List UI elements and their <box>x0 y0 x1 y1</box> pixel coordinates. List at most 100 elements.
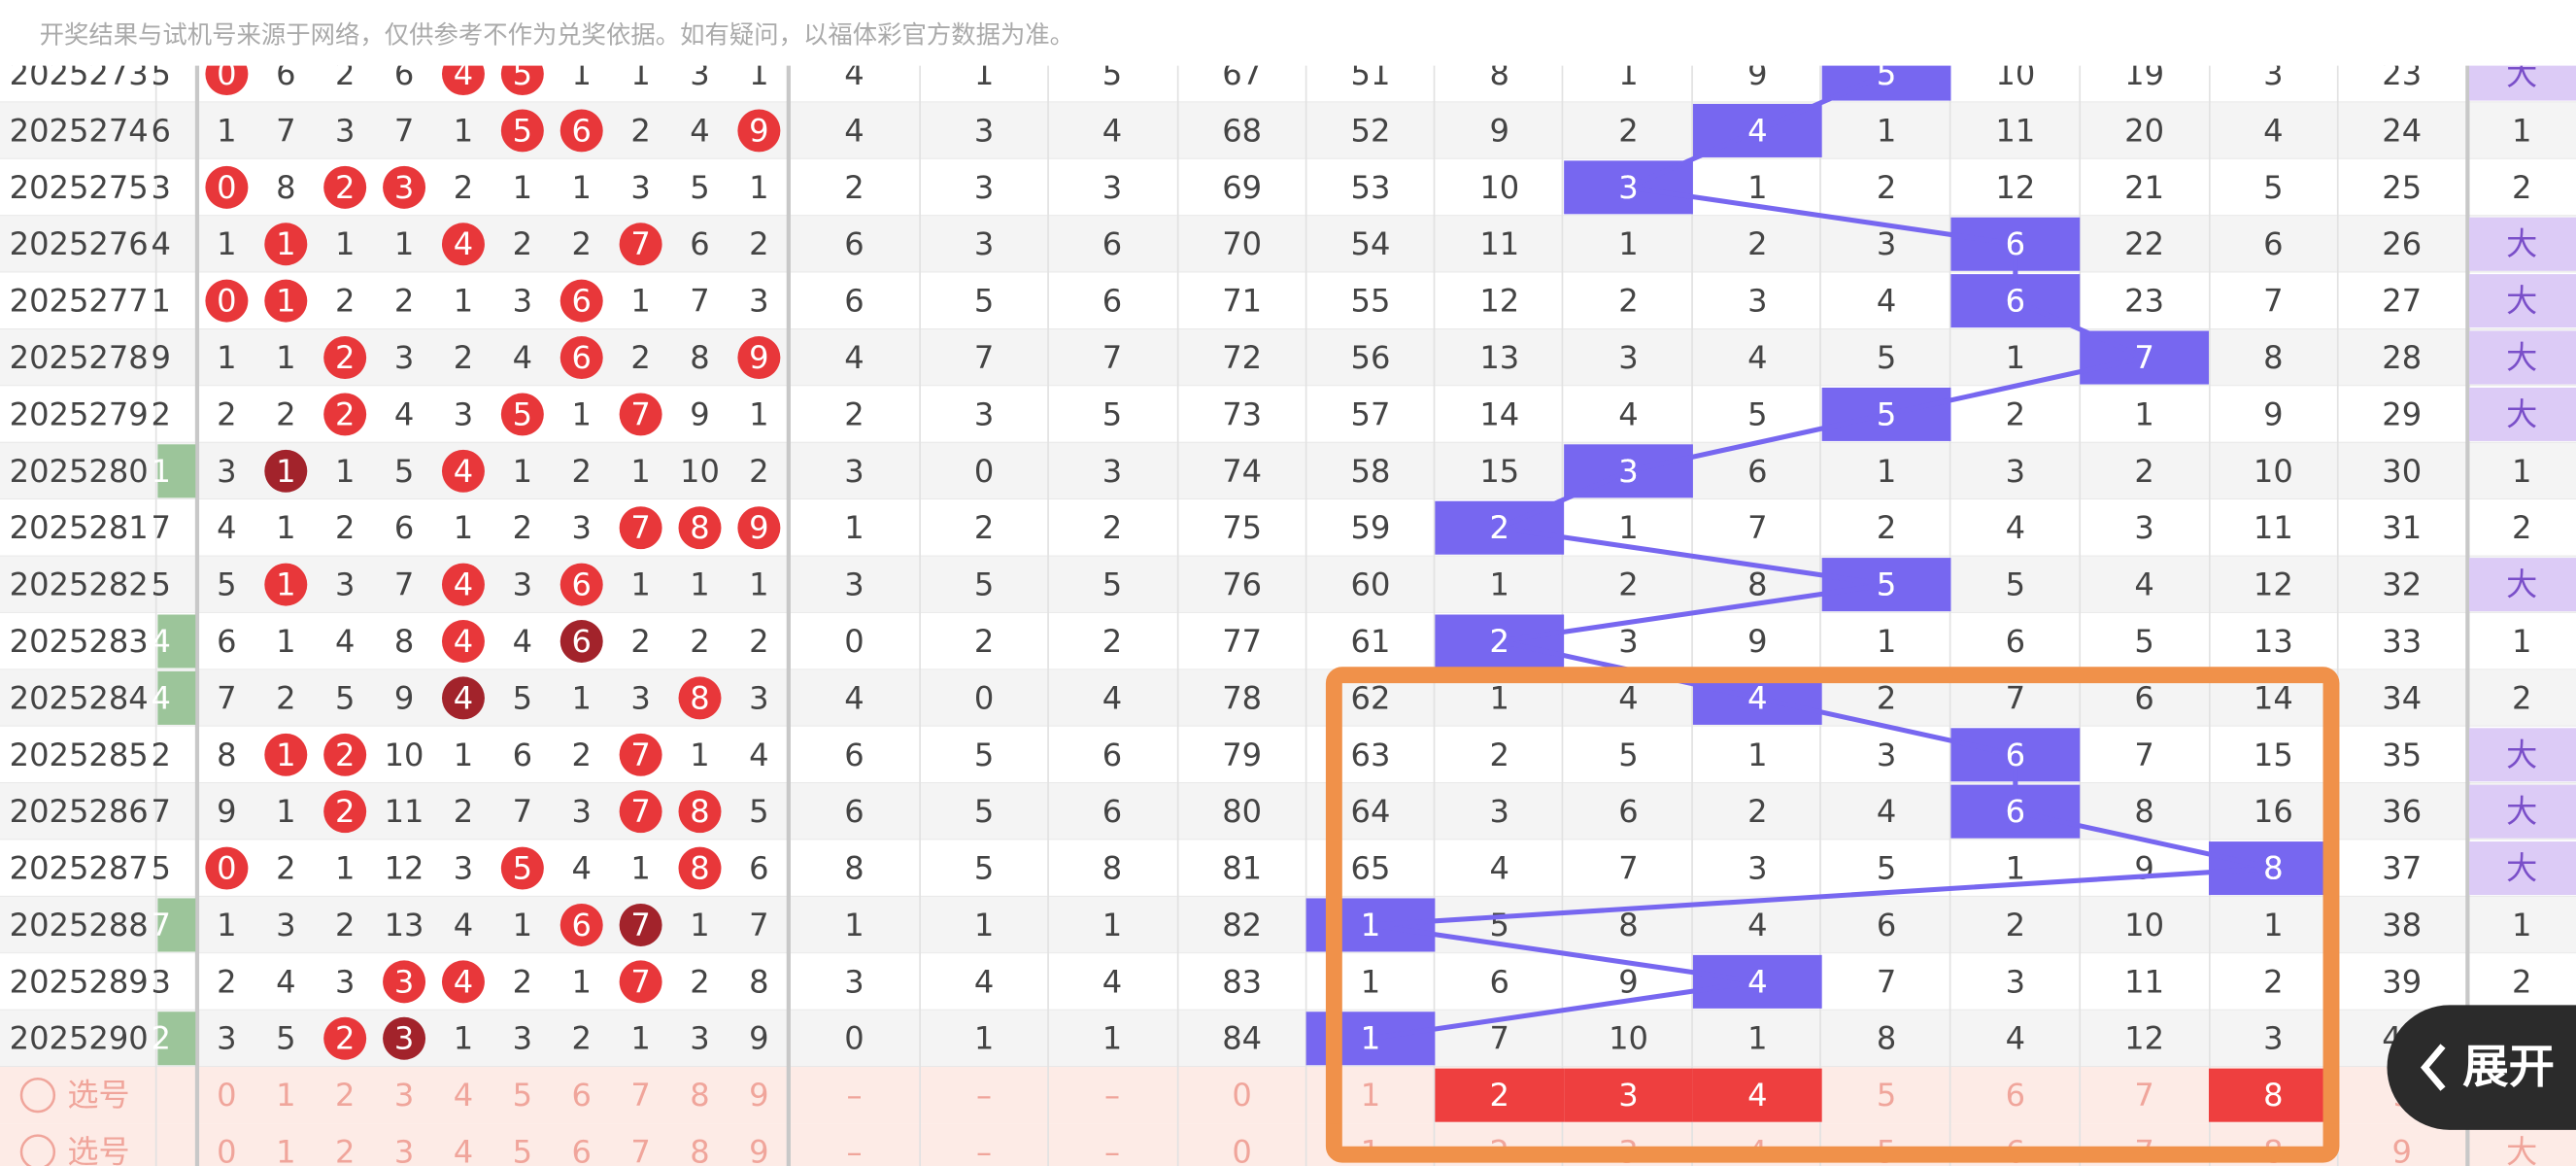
zone-cell: 65 <box>1351 850 1391 887</box>
zone-cell: 5 <box>2263 169 2283 206</box>
period: 2025284 <box>10 679 149 716</box>
digit-cell: 4 <box>454 225 473 262</box>
digit-cell: 2 <box>513 225 532 262</box>
sum-cell: 2 <box>844 169 864 206</box>
ball <box>383 1016 426 1060</box>
digit-cell: 3 <box>394 1020 414 1057</box>
select-hit <box>1435 1068 1565 1122</box>
ball <box>678 846 722 890</box>
zone-cell: 22 <box>2124 225 2164 262</box>
zone-cell: 1 <box>2134 395 2153 432</box>
ball <box>500 393 544 436</box>
digit-cell: 1 <box>217 112 236 149</box>
sum-cell: 6 <box>844 793 864 830</box>
digit-cell: 9 <box>749 509 768 546</box>
sum-cell: 5 <box>974 283 994 320</box>
digit-cell: 1 <box>513 907 532 943</box>
digit-cell: 13 <box>385 907 424 943</box>
edge-cell: 4 <box>152 225 171 262</box>
sum-cell: 2 <box>1102 509 1122 546</box>
digit-cell: 0 <box>217 850 236 887</box>
ball <box>441 620 485 663</box>
digit-cell: 8 <box>690 339 709 376</box>
sum-cell: 2 <box>1102 623 1122 660</box>
digit-cell: 6 <box>217 623 236 660</box>
digit-cell: 1 <box>335 225 355 262</box>
period: 2025289 <box>10 963 149 1000</box>
hit-label: 4 <box>1747 112 1767 149</box>
select-count: 0 <box>1232 1134 1251 1166</box>
sum-cell: 5 <box>1102 395 1122 432</box>
tail-cell: 36 <box>2382 793 2422 830</box>
period: 2025288 <box>10 907 149 943</box>
edge-cell: 6 <box>152 112 171 149</box>
digit-cell: 4 <box>513 339 532 376</box>
digit-cell: 8 <box>276 169 295 206</box>
sum-cell: 1 <box>1102 907 1122 943</box>
sum-cell: 7 <box>1102 339 1122 376</box>
sum-cell: 6 <box>1102 737 1122 773</box>
ball <box>619 904 662 946</box>
ball <box>383 960 426 1004</box>
zone-cell: 56 <box>1351 339 1391 376</box>
button-bg[interactable] <box>2387 1005 2576 1130</box>
zone-cell: 3 <box>2134 509 2153 546</box>
select-dash: – <box>976 1134 992 1166</box>
select-count: 0 <box>1232 1077 1251 1114</box>
size-bg <box>2469 217 2576 271</box>
zone-cell: 2 <box>1618 112 1638 149</box>
select-digit: 9 <box>749 1134 768 1166</box>
size-cell: 大 <box>2506 225 2537 262</box>
zone-cell: 1 <box>1877 112 1896 149</box>
ball <box>619 223 662 266</box>
digit-cell: 7 <box>690 283 709 320</box>
edge-cell: 1 <box>152 453 171 490</box>
zone-cell: 7 <box>1747 509 1767 546</box>
zone-cell: 3 <box>2006 963 2025 1000</box>
digit-cell: 2 <box>394 283 414 320</box>
period: 2025287 <box>10 850 149 887</box>
ball <box>441 960 485 1004</box>
edge-mark <box>157 898 196 952</box>
button-label[interactable]: 展开 <box>2462 1041 2555 1094</box>
select-digit: 1 <box>276 1134 295 1166</box>
sum-cell: 5 <box>974 737 994 773</box>
period: 2025283 <box>10 623 149 660</box>
ball <box>559 904 603 946</box>
select-size: 大 <box>2506 1134 2537 1166</box>
ball <box>323 393 367 436</box>
edge-cell: 7 <box>152 793 171 830</box>
digit-cell: 3 <box>394 169 414 206</box>
zone-cell: 5 <box>2006 566 2025 603</box>
zone-cell: 1 <box>1877 623 1896 660</box>
digit-cell: 5 <box>513 395 532 432</box>
select-label: 选号 <box>67 1077 129 1114</box>
chevron[interactable] <box>2420 1044 2446 1091</box>
zone-cell: 3 <box>1877 225 1896 262</box>
zone-cell: 11 <box>2254 509 2293 546</box>
digit-cell: 2 <box>217 963 236 1000</box>
size-cell: 1 <box>2512 623 2531 660</box>
digit-cell: 2 <box>335 737 355 773</box>
count-cell: 84 <box>1222 1020 1262 1057</box>
size-bg <box>2469 387 2576 441</box>
size-bg <box>2469 330 2576 385</box>
zone-cell: 1 <box>2006 339 2025 376</box>
digit-cell: 4 <box>572 850 592 887</box>
digit-cell: 12 <box>385 850 424 887</box>
digit-cell: 2 <box>630 112 650 149</box>
digit-cell: 7 <box>630 793 650 830</box>
expand-button[interactable]: 展开 <box>2387 1005 2576 1130</box>
digit-cell: 6 <box>572 907 592 943</box>
digit-cell: 1 <box>276 509 295 546</box>
digit-cell: 6 <box>513 737 532 773</box>
edge-mark <box>157 614 196 669</box>
count-cell: 81 <box>1222 850 1262 887</box>
digit-cell: 1 <box>217 339 236 376</box>
digit-cell: 7 <box>513 793 532 830</box>
ball <box>559 620 603 663</box>
digit-cell: 4 <box>217 509 236 546</box>
zone-cell: 54 <box>1351 225 1391 262</box>
zone-cell: 2 <box>2263 963 2283 1000</box>
